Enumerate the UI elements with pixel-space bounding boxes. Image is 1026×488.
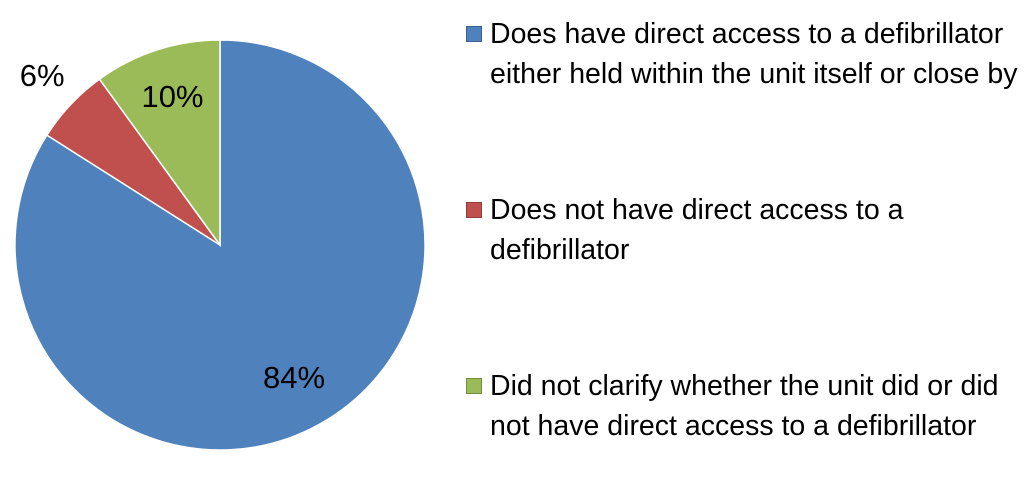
pie-slice	[98, 39, 221, 248]
legend-label: Did not clarify whether the unit did or …	[490, 370, 999, 442]
legend-swatch	[466, 202, 482, 218]
data-label: 84%	[263, 360, 325, 395]
legend-label: Does not have direct access to a defibri…	[490, 194, 904, 266]
data-label: 6%	[20, 58, 65, 93]
pie-area: 84% 6% 10%	[14, 39, 426, 451]
legend-label: Does have direct access to a defibrillat…	[490, 18, 1018, 90]
legend-swatch	[466, 26, 482, 42]
data-label: 10%	[141, 79, 203, 114]
legend-swatch	[466, 378, 482, 394]
legend-item: Does have direct access to a defibrillat…	[466, 14, 1022, 94]
legend-item: Did not clarify whether the unit did or …	[466, 366, 1022, 446]
legend-item: Does not have direct access to a defibri…	[466, 190, 1022, 270]
